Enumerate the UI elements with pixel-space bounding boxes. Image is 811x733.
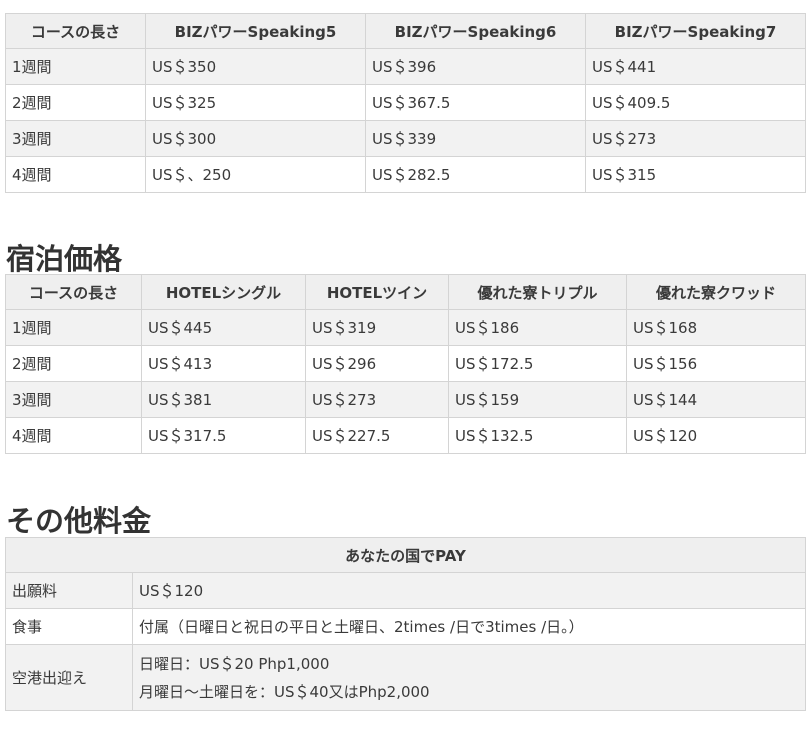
other-fees-heading: その他料金	[6, 504, 152, 538]
course-price-table: コースの長さ BIZパワーSpeaking5 BIZパワーSpeaking6 B…	[5, 13, 806, 193]
price-cell: US＄441	[585, 48, 806, 85]
price-cell: US＄156	[626, 345, 806, 382]
accommodation-price-table: コースの長さ HOTELシングル HOTELツイン 優れた寮トリプル 優れた寮ク…	[5, 274, 806, 454]
price-cell: US＄396	[365, 48, 586, 85]
price-cell: US＄317.5	[141, 417, 306, 454]
table-row: 食事 付属（日曜日と祝日の平日と土曜日、2times /日で3times /日。…	[5, 608, 806, 645]
price-cell: US＄319	[305, 309, 449, 346]
price-cell: US＄381	[141, 381, 306, 418]
duration-cell: 4週間	[5, 156, 146, 193]
price-cell: US＄315	[585, 156, 806, 193]
price-cell: US＄168	[626, 309, 806, 346]
table-header-row: コースの長さ BIZパワーSpeaking5 BIZパワーSpeaking6 B…	[5, 13, 806, 49]
fee-line: 日曜日：US＄20 Php1,000	[139, 654, 330, 673]
price-cell: US＄、250	[145, 156, 366, 193]
duration-cell: 1週間	[5, 48, 146, 85]
header-cell: HOTELシングル	[141, 274, 306, 310]
price-cell: US＄172.5	[448, 345, 627, 382]
duration-cell: 1週間	[5, 309, 142, 346]
table-row: 出願料 US＄120	[5, 572, 806, 609]
duration-cell: 2週間	[5, 84, 146, 121]
header-cell: 優れた寮クワッド	[626, 274, 806, 310]
header-cell: あなたの国でPAY	[5, 537, 806, 573]
table-row: 1週間 US＄445 US＄319 US＄186 US＄168	[5, 309, 806, 346]
header-cell: BIZパワーSpeaking7	[585, 13, 806, 49]
header-cell: BIZパワーSpeaking5	[145, 13, 366, 49]
price-cell: US＄159	[448, 381, 627, 418]
price-cell: US＄296	[305, 345, 449, 382]
header-cell: HOTELツイン	[305, 274, 449, 310]
table-row: 1週間 US＄350 US＄396 US＄441	[5, 48, 806, 85]
fee-label: 食事	[5, 608, 133, 645]
header-cell: コースの長さ	[5, 274, 142, 310]
fee-line: 月曜日～土曜日を：US＄40又はPhp2,000	[139, 682, 430, 701]
table-row: 2週間 US＄325 US＄367.5 US＄409.5	[5, 84, 806, 121]
price-cell: US＄273	[305, 381, 449, 418]
table-row: 2週間 US＄413 US＄296 US＄172.5 US＄156	[5, 345, 806, 382]
table-row: 3週間 US＄300 US＄339 US＄273	[5, 120, 806, 157]
duration-cell: 2週間	[5, 345, 142, 382]
table-row: 3週間 US＄381 US＄273 US＄159 US＄144	[5, 381, 806, 418]
other-fees-table: あなたの国でPAY 出願料 US＄120 食事 付属（日曜日と祝日の平日と土曜日…	[5, 537, 806, 711]
fee-value: US＄120	[132, 572, 806, 609]
accommodation-heading: 宿泊価格	[6, 242, 123, 276]
table-row: 4週間 US＄、250 US＄282.5 US＄315	[5, 156, 806, 193]
fee-value: 付属（日曜日と祝日の平日と土曜日、2times /日で3times /日。）	[132, 608, 806, 645]
price-cell: US＄413	[141, 345, 306, 382]
header-cell: コースの長さ	[5, 13, 146, 49]
price-cell: US＄339	[365, 120, 586, 157]
duration-cell: 3週間	[5, 381, 142, 418]
price-cell: US＄144	[626, 381, 806, 418]
duration-cell: 3週間	[5, 120, 146, 157]
price-cell: US＄350	[145, 48, 366, 85]
price-cell: US＄120	[626, 417, 806, 454]
fee-value: 日曜日：US＄20 Php1,000 月曜日～土曜日を：US＄40又はPhp2,…	[132, 644, 806, 711]
price-cell: US＄445	[141, 309, 306, 346]
price-cell: US＄273	[585, 120, 806, 157]
table-header-row: あなたの国でPAY	[5, 537, 806, 573]
price-cell: US＄325	[145, 84, 366, 121]
price-cell: US＄409.5	[585, 84, 806, 121]
price-cell: US＄300	[145, 120, 366, 157]
price-cell: US＄282.5	[365, 156, 586, 193]
header-cell: 優れた寮トリプル	[448, 274, 627, 310]
price-cell: US＄132.5	[448, 417, 627, 454]
price-cell: US＄186	[448, 309, 627, 346]
price-cell: US＄227.5	[305, 417, 449, 454]
table-row: 4週間 US＄317.5 US＄227.5 US＄132.5 US＄120	[5, 417, 806, 454]
table-row: 空港出迎え 日曜日：US＄20 Php1,000 月曜日～土曜日を：US＄40又…	[5, 644, 806, 711]
duration-cell: 4週間	[5, 417, 142, 454]
price-cell: US＄367.5	[365, 84, 586, 121]
fee-label: 出願料	[5, 572, 133, 609]
header-cell: BIZパワーSpeaking6	[365, 13, 586, 49]
fee-label: 空港出迎え	[5, 644, 133, 711]
table-header-row: コースの長さ HOTELシングル HOTELツイン 優れた寮トリプル 優れた寮ク…	[5, 274, 806, 310]
